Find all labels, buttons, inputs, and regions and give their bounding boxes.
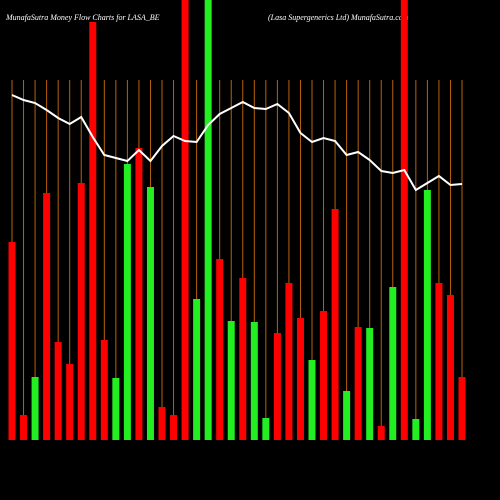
bar [331, 209, 339, 440]
bar [112, 378, 120, 440]
bar [146, 187, 154, 440]
bar [377, 426, 385, 440]
bar [135, 148, 143, 440]
bar [31, 377, 39, 440]
bar [181, 0, 189, 440]
bar [343, 391, 351, 440]
bar [227, 321, 235, 440]
bar [296, 318, 304, 440]
bar [204, 0, 212, 440]
bar [412, 419, 420, 440]
bar [158, 407, 166, 440]
bar [193, 299, 201, 440]
bar [366, 328, 374, 440]
bar [8, 242, 16, 440]
bar [273, 333, 281, 440]
chart-subtitle: (Lasa Supergenerics Ltd) MunafaSutra.com [268, 13, 409, 22]
bar [43, 193, 51, 440]
bar [400, 0, 408, 440]
bar [435, 283, 443, 440]
bar [250, 322, 258, 440]
bar [54, 342, 62, 440]
bar [20, 415, 28, 440]
bar [458, 377, 466, 440]
bar [100, 340, 108, 440]
bar [123, 164, 131, 440]
bar [423, 190, 431, 440]
bar [239, 278, 247, 440]
bar [354, 327, 362, 440]
bar [285, 283, 293, 440]
bar [320, 311, 328, 440]
bar [446, 295, 454, 440]
bar [89, 22, 97, 440]
bar [216, 259, 224, 440]
bar [77, 183, 85, 440]
bar [389, 287, 397, 440]
bar [170, 415, 178, 440]
bar [308, 360, 316, 440]
chart-title: MunafaSutra Money Flow Charts for LASA_B… [5, 13, 160, 22]
bar [262, 418, 270, 440]
money-flow-line [11, 94, 463, 192]
bar [66, 364, 74, 440]
